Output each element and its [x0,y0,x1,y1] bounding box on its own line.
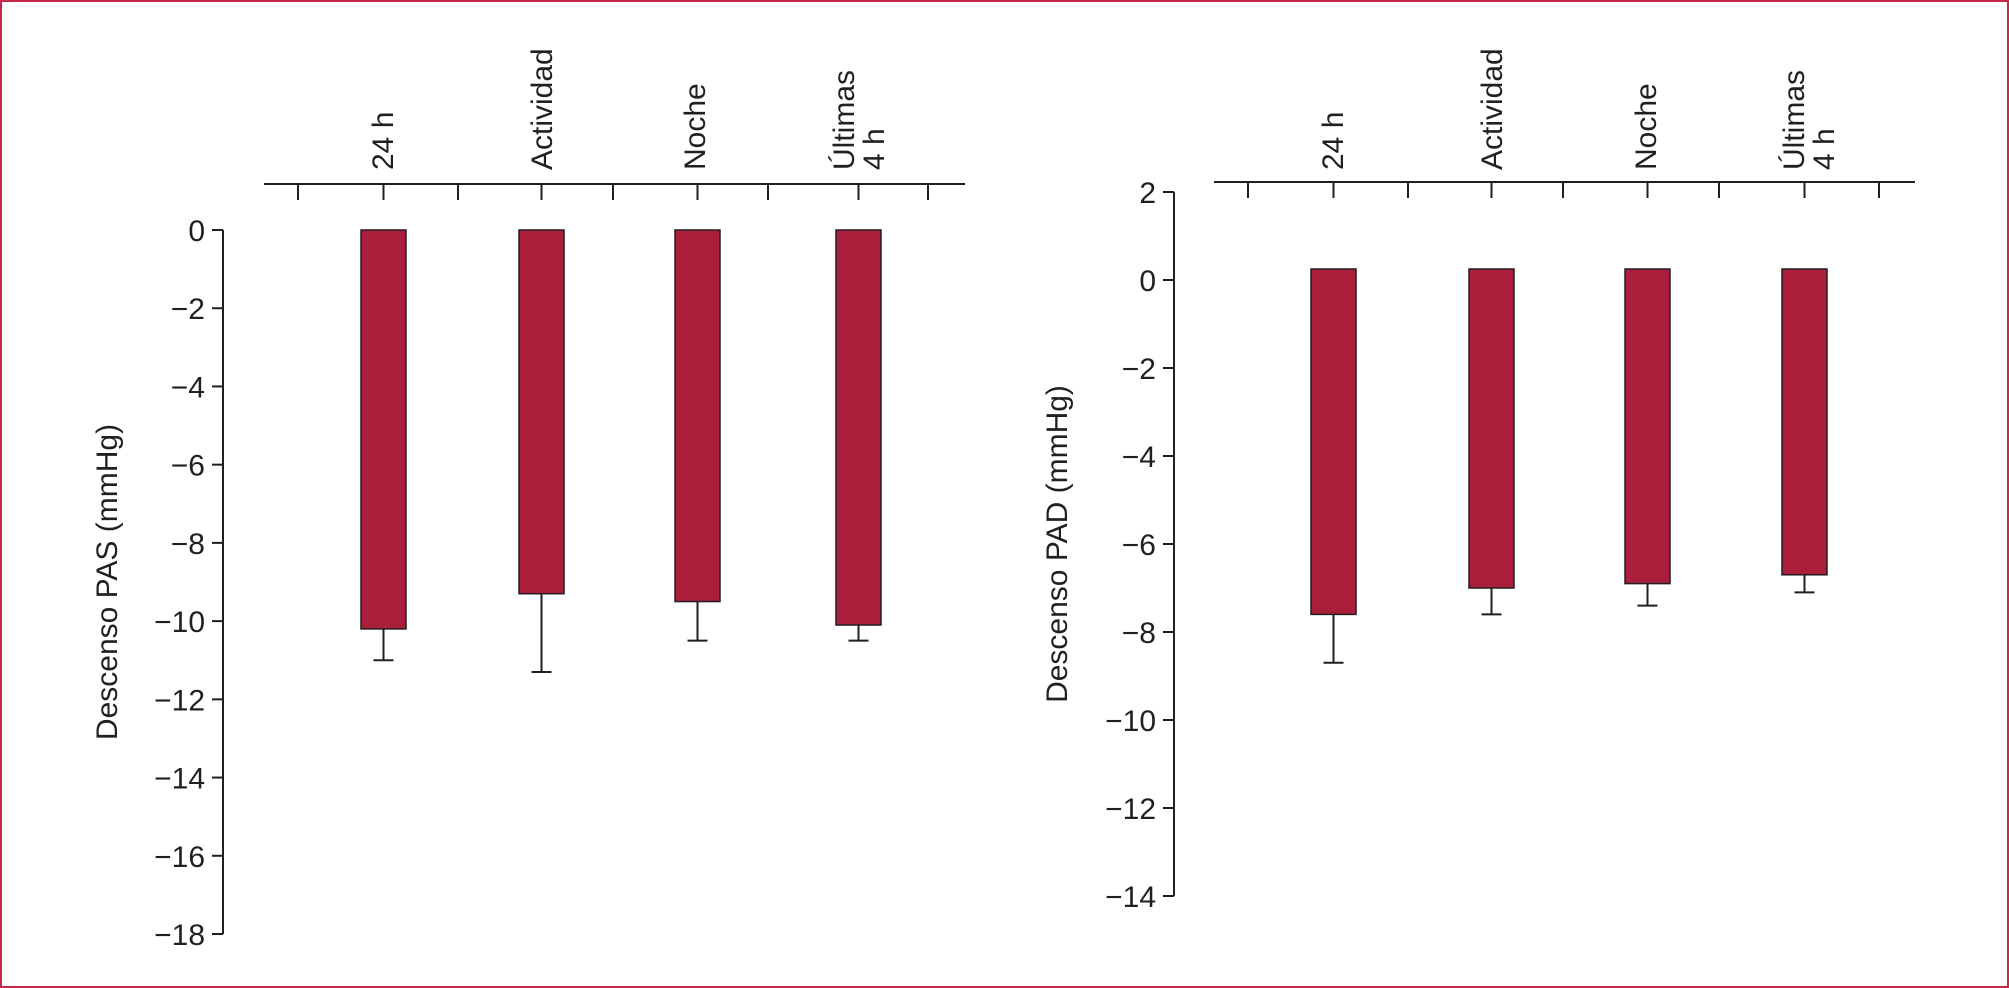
y-axis-title: Descenso PAS (mmHg) [91,424,124,740]
bar [674,229,721,603]
y-tick-label: 2 [1139,177,1156,210]
y-tick-label: −14 [154,763,205,796]
bar [518,229,565,595]
y-tick-label: 0 [188,215,205,248]
bar [1310,268,1357,616]
y-tick-label: 0 [1139,265,1156,298]
x-tick-label-line: 4 h [1808,128,1841,170]
y-tick-label: −2 [171,293,205,326]
bar [1624,268,1671,585]
y-tick-label: −6 [171,450,205,483]
y-tick-label: −4 [1122,441,1156,474]
bar [835,229,882,626]
y-tick-label: −10 [154,606,205,639]
bar [1781,268,1828,576]
x-tick-label-line: Noche [1630,83,1663,170]
bar [360,229,407,630]
y-tick-label: −14 [1105,881,1156,914]
y-tick-label: −10 [1105,705,1156,738]
x-tick-label: Últimas4 h [1778,70,1841,170]
chart-pad: 2 0 −2 −4 −6 −8 −10 −12 −14 Descenso PAD (mmHg) 24… [1041,48,1915,914]
y-tick-label: −6 [1122,529,1156,562]
y-tick-label: −12 [154,684,205,717]
chart-pas: 0 −2 −4 −6 −8 −10 −12 −14 −16 −18 Descenso PAS (mm… [91,48,965,952]
x-tick-label-line: Noche [679,83,712,170]
y-tick-label: −4 [171,371,205,404]
x-tick-label: Actividad [1476,48,1509,170]
x-tick-label-line: Actividad [526,48,559,170]
x-tick-label: 24 h [367,112,400,170]
y-tick-label: −8 [171,528,205,561]
y-tick-label: −12 [1105,793,1156,826]
bar [1468,268,1515,589]
x-tick-label-line: Últimas [1778,70,1811,170]
x-tick-label-line: Actividad [1476,48,1509,170]
x-tick-label: 24 h [1317,112,1350,170]
y-tick-label: −8 [1122,617,1156,650]
x-tick-label: Últimas4 h [828,70,891,170]
x-tick-label-line: 24 h [1317,112,1350,170]
x-tick-label-line: 24 h [367,112,400,170]
x-tick-label-line: 4 h [858,128,891,170]
y-tick-label: −16 [154,841,205,874]
x-tick-label: Noche [679,83,712,170]
x-tick-label-line: Últimas [828,70,861,170]
x-tick-label: Noche [1630,83,1663,170]
y-tick-label: −18 [154,919,205,952]
y-axis-title: Descenso PAD (mmHg) [1041,385,1074,703]
x-tick-label: Actividad [526,48,559,170]
y-tick-label: −2 [1122,353,1156,386]
